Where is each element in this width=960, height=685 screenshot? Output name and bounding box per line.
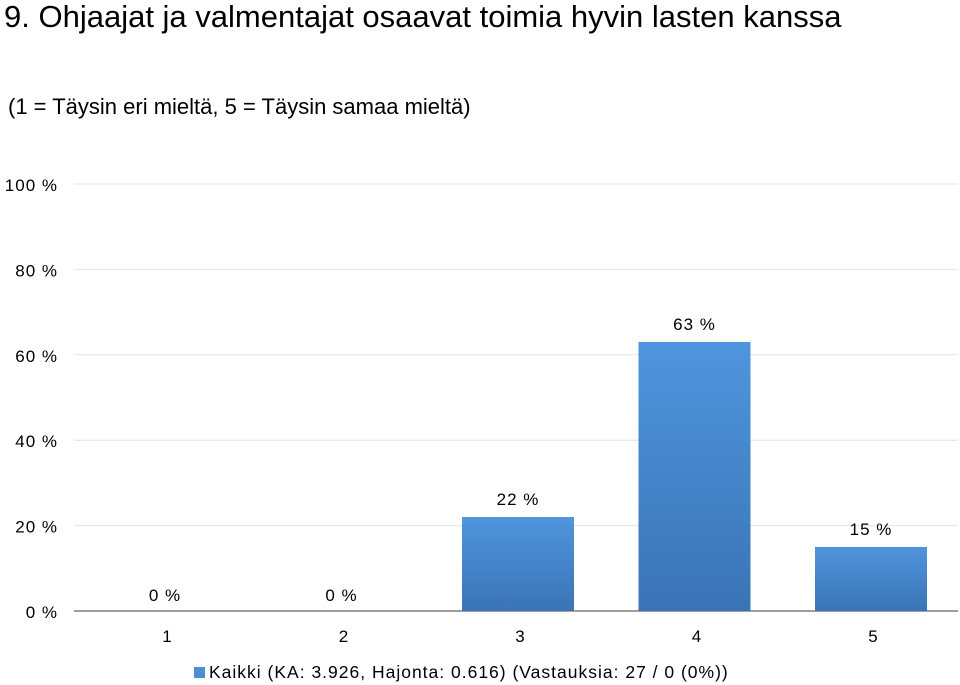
x-tick-label: 4	[692, 627, 701, 646]
legend: Kaikki (KA: 3.926, Hajonta: 0.616) (Vast…	[194, 661, 729, 683]
bar	[462, 517, 574, 611]
x-tick-label: 3	[515, 627, 524, 646]
y-tick-label: 80 %	[15, 261, 58, 280]
y-tick-label: 60 %	[15, 347, 58, 366]
data-label: 15 %	[850, 520, 893, 539]
x-tick-label: 1	[162, 627, 171, 646]
chart-subtitle: (1 = Täysin eri mieltä, 5 = Täysin samaa…	[8, 94, 471, 119]
y-axis-ticks: 0 % 20 % 40 % 60 % 80 % 100 %	[5, 176, 58, 622]
chart-title: 9. Ohjaajat ja valmentajat osaavat toimi…	[4, 0, 842, 34]
data-labels: 0 % 0 % 22 % 63 % 15 %	[149, 315, 893, 605]
y-tick-label: 20 %	[15, 518, 58, 537]
data-label: 22 %	[497, 490, 540, 509]
data-label: 0 %	[325, 586, 357, 605]
bar	[638, 341, 751, 611]
data-label: 0 %	[149, 586, 181, 605]
y-tick-label: 0 %	[26, 603, 58, 622]
y-tick-label: 100 %	[5, 176, 58, 195]
legend-swatch	[194, 666, 205, 678]
x-tick-label: 2	[339, 627, 348, 646]
data-label: 63 %	[673, 315, 716, 334]
x-tick-label: 5	[868, 627, 877, 646]
legend-label: Kaikki (KA: 3.926, Hajonta: 0.616) (Vast…	[209, 662, 729, 682]
x-axis-ticks: 1 2 3 4 5	[162, 627, 877, 646]
bar	[815, 546, 927, 611]
bars	[462, 341, 927, 611]
y-tick-label: 40 %	[15, 432, 58, 451]
